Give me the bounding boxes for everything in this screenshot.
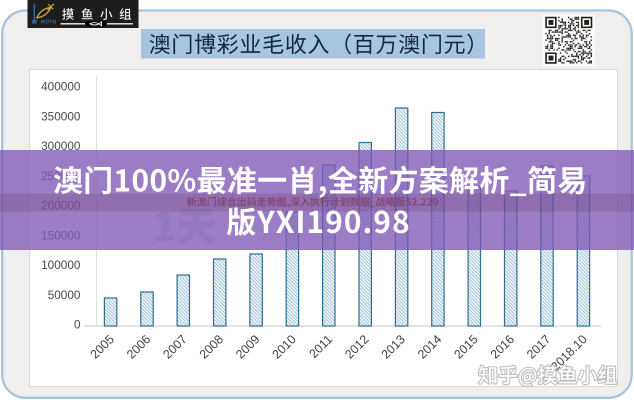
svg-text:350000: 350000 xyxy=(41,109,81,123)
svg-text:300000: 300000 xyxy=(41,139,81,153)
svg-text:50000: 50000 xyxy=(48,288,81,302)
svg-text:400000: 400000 xyxy=(41,80,81,94)
svg-text:0: 0 xyxy=(74,318,81,332)
svg-text:100000: 100000 xyxy=(41,258,81,272)
